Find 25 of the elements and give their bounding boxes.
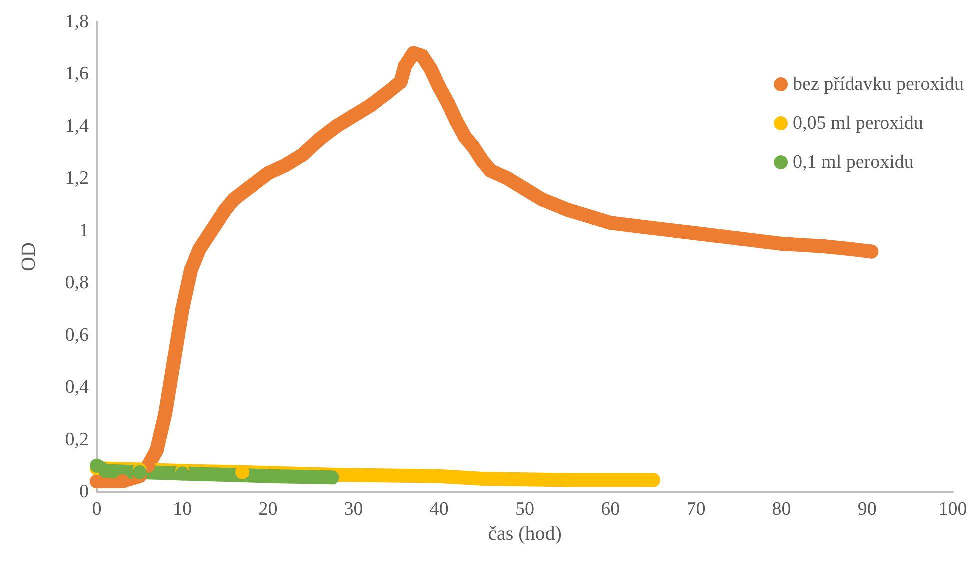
legend-label: bez přídavku peroxidu: [793, 74, 964, 95]
x-tick-label: 60: [601, 499, 620, 520]
x-tick-label: 100: [938, 499, 968, 520]
y-tick-label: 1,4: [65, 116, 90, 137]
y-tick-label: 0,2: [65, 429, 89, 450]
legend-label: 0,1 ml peroxidu: [793, 152, 914, 173]
y-tick-label: 1,6: [65, 64, 89, 85]
x-tick-label: 70: [686, 499, 706, 520]
x-tick-label: 20: [258, 499, 278, 520]
x-tick-label: 50: [516, 499, 534, 520]
y-tick-label: 0,6: [65, 324, 89, 346]
x-axis-title: čas (hod): [488, 523, 562, 545]
y-tick-label: 1,2: [65, 168, 89, 190]
y-axis-title: OD: [18, 242, 40, 272]
x-tick-label: 10: [173, 499, 192, 520]
x-tick-label: 80: [772, 499, 792, 520]
legend-label: 0,05 ml peroxidu: [793, 113, 924, 134]
y-tick-label: 1,8: [65, 12, 89, 32]
y-tick-label: 0,4: [65, 377, 90, 398]
y-tick-label: 0,8: [65, 272, 89, 294]
x-tick-label: 90: [858, 499, 877, 520]
x-tick-label: 40: [430, 499, 449, 520]
y-tick-label: 0: [80, 482, 89, 502]
y-tick-label: 1: [80, 220, 89, 242]
x-tick-label: 30: [344, 499, 364, 520]
